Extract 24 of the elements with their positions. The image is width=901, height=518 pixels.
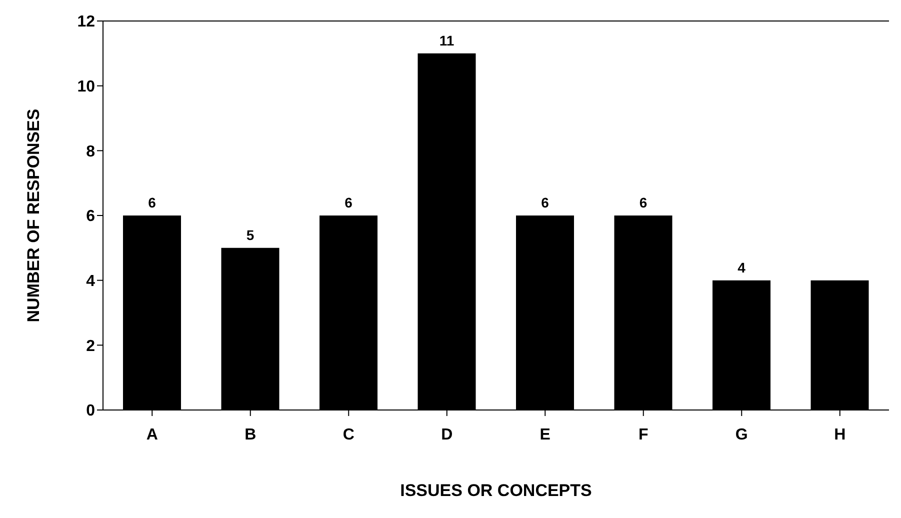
x-tick-label: H: [834, 426, 846, 444]
x-tick-label: G: [735, 426, 748, 444]
y-tick-label: 2: [86, 338, 96, 355]
x-tick-label: C: [342, 426, 355, 444]
data-label: 6: [148, 194, 156, 210]
x-axis-title: ISSUES OR CONCEPTS: [400, 481, 592, 500]
y-tick-label: 4: [86, 273, 96, 290]
x-tick-label: F: [638, 426, 648, 444]
y-axis-title: NUMBER OF RESPONSES: [24, 108, 44, 322]
y-tick-label: 12: [77, 14, 96, 31]
data-label: 6: [541, 194, 550, 210]
y-tick-label: 10: [77, 78, 96, 96]
y-tick-label: 6: [86, 208, 96, 226]
x-tick-label: D: [441, 426, 453, 444]
data-label: 4: [738, 259, 746, 276]
x-tick-label: B: [244, 426, 256, 444]
y-tick-label: 0: [86, 402, 96, 420]
data-label: 6: [639, 194, 648, 210]
data-label: 5: [246, 226, 254, 243]
data-label: 6: [344, 194, 353, 210]
x-tick-label: E: [540, 426, 551, 444]
x-tick-label: A: [146, 426, 158, 444]
y-tick-label: 8: [86, 143, 96, 160]
data-label: 11: [439, 32, 454, 48]
